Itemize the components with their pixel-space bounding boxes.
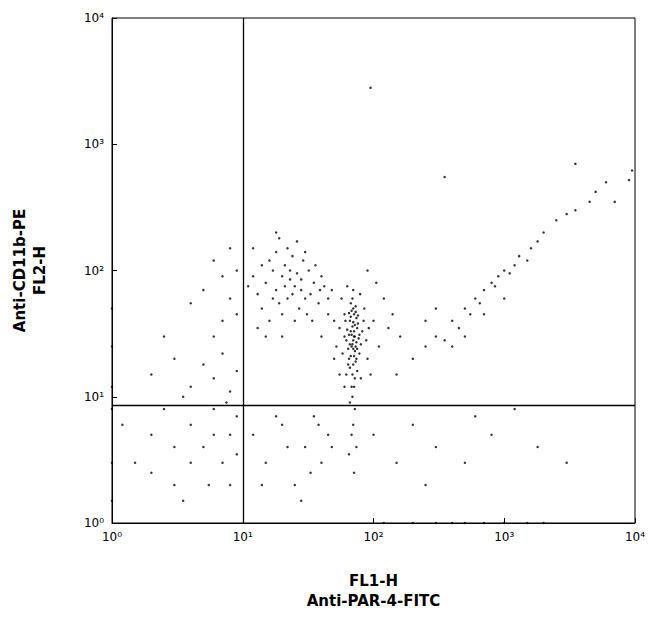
svg-text:FL1-H: FL1-H	[349, 572, 398, 590]
svg-text:10³: 10³	[84, 137, 104, 151]
svg-text:Anti-CD11b-PE: Anti-CD11b-PE	[11, 209, 29, 332]
svg-text:Anti-PAR-4-FITC: Anti-PAR-4-FITC	[307, 592, 441, 610]
svg-text:10⁴: 10⁴	[84, 11, 104, 25]
svg-text:10²: 10²	[84, 264, 104, 278]
svg-text:10⁰: 10⁰	[102, 530, 122, 544]
svg-text:FL2-H: FL2-H	[31, 246, 49, 295]
svg-text:10²: 10²	[363, 530, 383, 544]
svg-text:10⁰: 10⁰	[84, 516, 104, 530]
svg-text:10¹: 10¹	[84, 390, 104, 404]
svg-text:10¹: 10¹	[233, 530, 253, 544]
svg-text:10³: 10³	[494, 530, 514, 544]
svg-text:10⁴: 10⁴	[625, 530, 645, 544]
